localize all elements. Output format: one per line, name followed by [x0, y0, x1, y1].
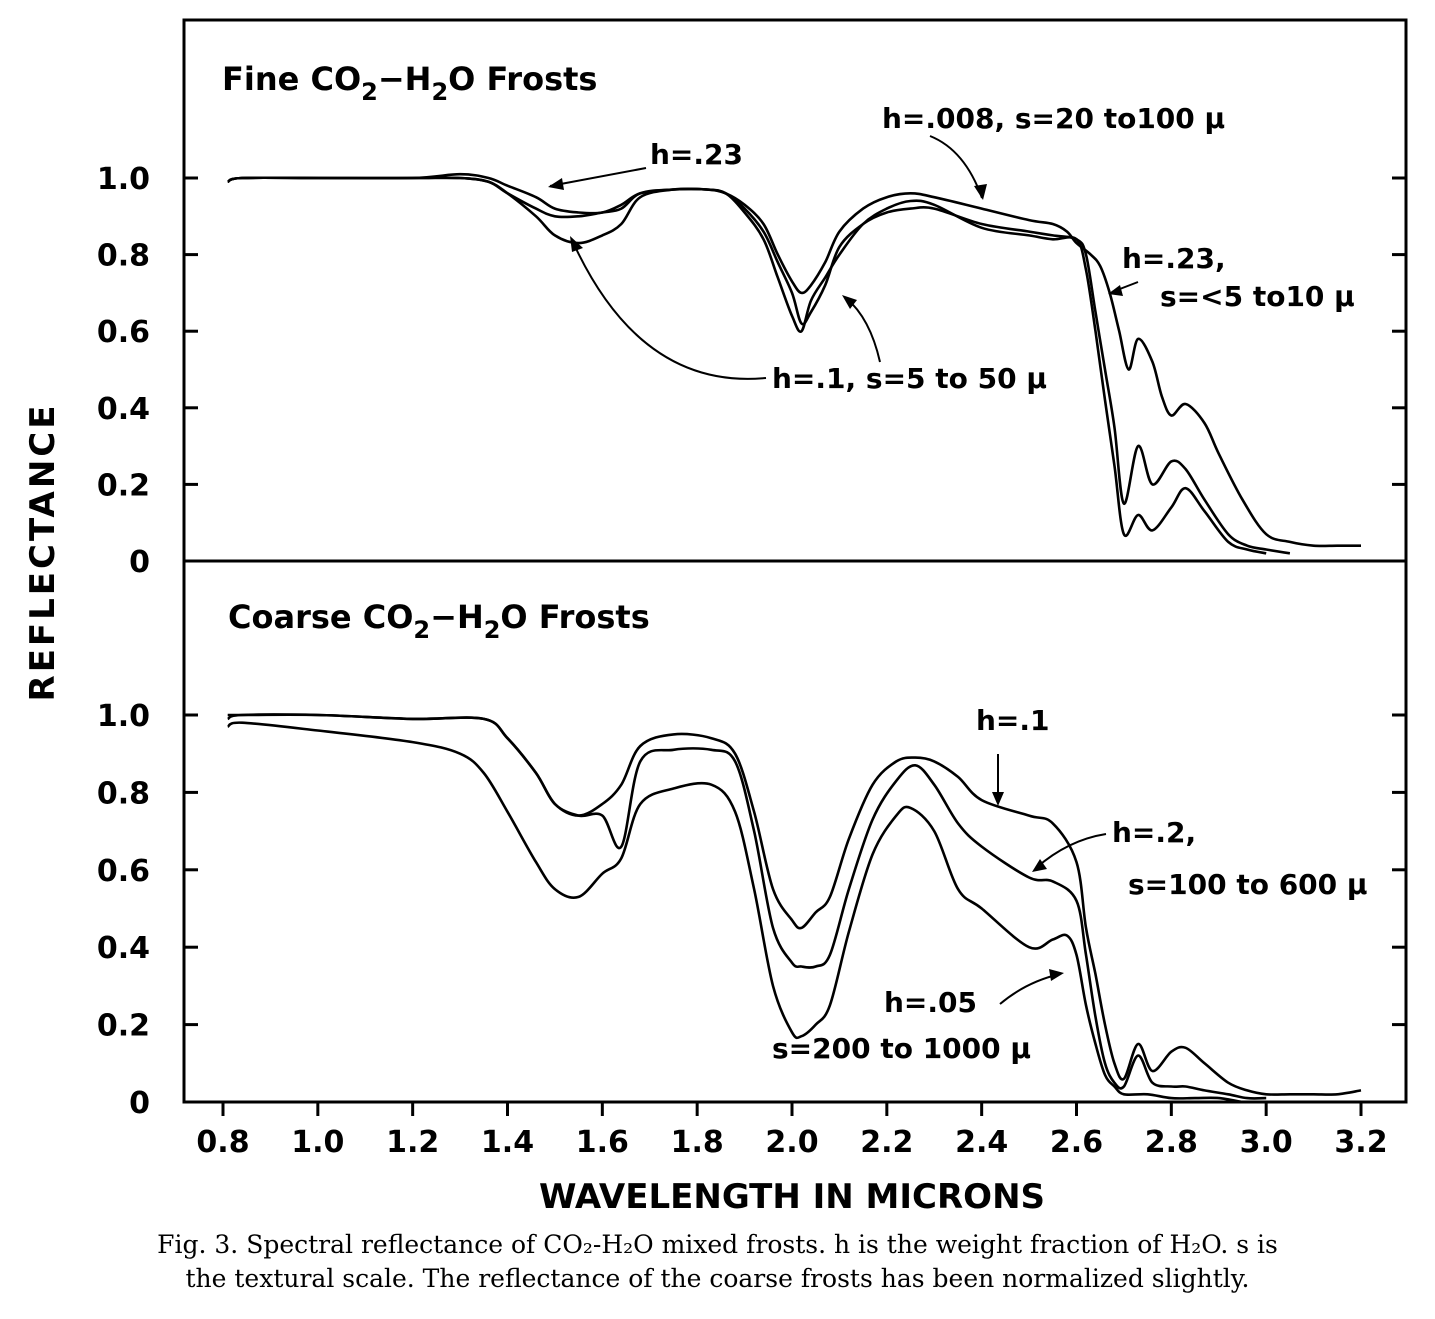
- bottom-y-ticks: 0 0.2 0.4 0.6 0.8 1.0: [97, 699, 1406, 1121]
- x-tick-label: 2.2: [860, 1125, 913, 1160]
- x-tick-label: 3.0: [1240, 1125, 1293, 1160]
- x-tick-label: 0.8: [196, 1125, 249, 1160]
- bottom-y-tick-label: 0.8: [97, 776, 150, 811]
- x-tick-label: 3.2: [1334, 1125, 1387, 1160]
- x-tick-label: 2.0: [765, 1125, 818, 1160]
- annotation-h-023: h=.23: [650, 138, 743, 171]
- bottom-y-tick-label: 0.2: [97, 1009, 150, 1044]
- annotation-s-200-1000: s=200 to 1000 μ: [772, 1032, 1031, 1065]
- x-ticks: 0.8 1.0 1.2 1.4 1.6 1.8 2.0 2.2 2.4 2.6 2.8 3.0 3.2: [196, 1102, 1388, 1160]
- arrowhead: [992, 792, 1004, 806]
- annotation-h-0008: h=.008, s=20 to100 μ: [882, 102, 1225, 135]
- x-tick-label: 2.8: [1145, 1125, 1198, 1160]
- top-y-ticks: 0 0.2 0.4 0.6 0.8 1.0: [97, 162, 1406, 580]
- bottom-panel-title: Coarse CO2−H2O Frosts: [228, 598, 650, 644]
- annotation-h-02: h=.2,: [1112, 816, 1196, 849]
- arrowhead: [1032, 859, 1047, 872]
- arrowhead: [570, 236, 583, 252]
- bottom-series-line-2: [227, 713, 1267, 1100]
- annotation-arrow-h-0008: [929, 135, 983, 199]
- arrowhead: [548, 178, 564, 190]
- bottom-y-tick-label: 1.0: [97, 699, 150, 734]
- arrowhead: [1108, 285, 1123, 296]
- top-y-tick-label: 0: [129, 545, 150, 580]
- bottom-panel-series: [227, 713, 1362, 1104]
- x-tick-label: 1.6: [576, 1125, 629, 1160]
- x-tick-label: 1.4: [481, 1125, 534, 1160]
- annotation-h-01: h=.1, s=5 to 50 μ: [772, 362, 1047, 395]
- annotation-arrow-h-01-right: [845, 297, 881, 363]
- x-tick-label: 1.2: [386, 1125, 439, 1160]
- x-tick-label: 1.0: [291, 1125, 344, 1160]
- x-axis-label: WAVELENGTH IN MICRONS: [539, 1177, 1045, 1217]
- caption-line-2: the textural scale. The reflectance of t…: [185, 1264, 1250, 1293]
- annotation-arrow-h-01-left: [571, 239, 767, 380]
- top-series-line-1: [227, 172, 1361, 548]
- annotation-s-100-600: s=100 to 600 μ: [1128, 868, 1368, 901]
- top-y-tick-label: 0.6: [97, 315, 150, 350]
- top-panel-series: [227, 172, 1361, 555]
- figure-caption: Fig. 3. Spectral reflectance of CO₂-H₂O …: [30, 1228, 1405, 1296]
- bottom-y-tick-label: 0: [129, 1086, 150, 1121]
- top-y-tick-label: 0.4: [97, 392, 150, 427]
- y-axis-label: REFLECTANCE: [23, 403, 63, 702]
- annotation-h-005: h=.05: [884, 986, 977, 1019]
- top-series-line-3: [227, 176, 1267, 555]
- annotation-h-01-coarse: h=.1: [976, 704, 1050, 737]
- annotation-s-5-10: s=<5 to10 μ: [1160, 280, 1355, 313]
- arrowhead: [974, 184, 987, 200]
- x-tick-label: 2.6: [1050, 1125, 1103, 1160]
- x-tick-label: 1.8: [671, 1125, 724, 1160]
- top-y-tick-label: 0.2: [97, 468, 150, 503]
- annotation-arrow-h-023: [549, 167, 647, 187]
- top-panel-title: Fine CO2−H2O Frosts: [222, 60, 597, 106]
- caption-line-1: Fig. 3. Spectral reflectance of CO₂-H₂O …: [157, 1230, 1278, 1259]
- arrowhead: [1049, 969, 1064, 981]
- annotation-h-023-fine: h=.23,: [1122, 242, 1226, 275]
- bottom-y-tick-label: 0.4: [97, 931, 150, 966]
- top-y-tick-label: 1.0: [97, 162, 150, 197]
- arrowhead: [842, 295, 857, 309]
- bottom-series-line-3: [227, 721, 1243, 1104]
- bottom-y-tick-label: 0.6: [97, 854, 150, 889]
- top-y-tick-label: 0.8: [97, 239, 150, 274]
- x-tick-label: 2.4: [955, 1125, 1008, 1160]
